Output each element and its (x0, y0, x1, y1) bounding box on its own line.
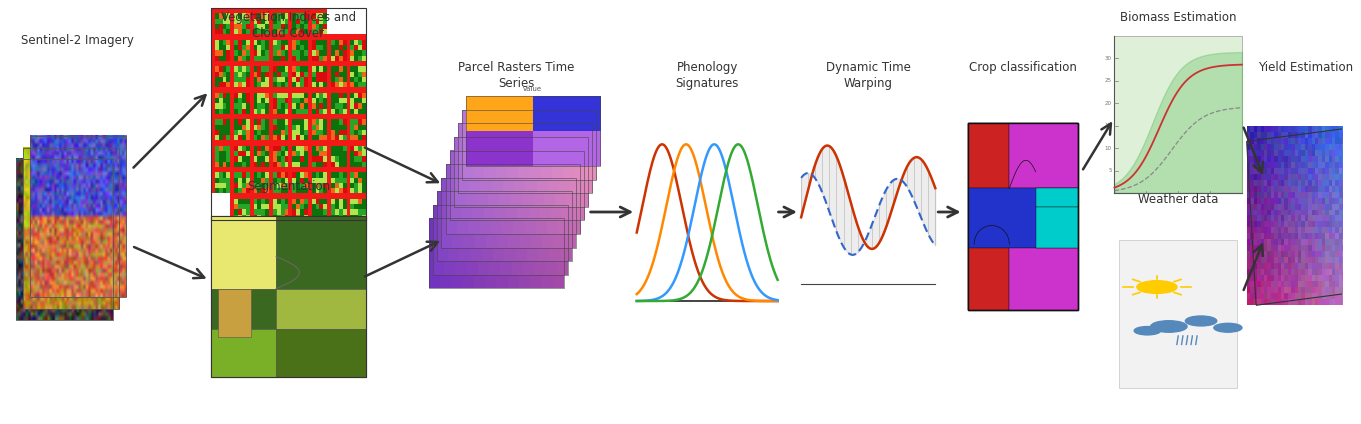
Text: 10: 10 (1105, 145, 1112, 151)
Circle shape (1134, 326, 1161, 335)
Bar (453, 137, 588, 207)
Bar (211, 216, 366, 377)
Bar (30, 136, 127, 297)
Bar (968, 188, 1078, 248)
Text: Segmentation: Segmentation (246, 180, 331, 193)
Text: Crop classification: Crop classification (969, 61, 1077, 75)
Bar (433, 205, 568, 275)
Bar (276, 216, 366, 289)
Bar (16, 159, 113, 320)
Bar (430, 218, 563, 288)
Bar (457, 123, 592, 193)
Bar (441, 178, 576, 248)
Bar (1036, 188, 1078, 207)
Bar (968, 123, 1010, 188)
Bar (968, 248, 1010, 310)
Circle shape (1136, 281, 1177, 293)
Bar (1119, 240, 1237, 388)
Bar (445, 164, 580, 234)
Text: Sentinel-2 Imagery: Sentinel-2 Imagery (22, 33, 135, 47)
Text: Dynamic Time
Warping: Dynamic Time Warping (826, 61, 911, 90)
Bar (211, 8, 366, 220)
Text: Vegetation Indices and
Cloud Cover: Vegetation Indices and Cloud Cover (220, 11, 357, 39)
Bar (968, 123, 1078, 310)
Text: value: value (523, 86, 542, 92)
Text: Weather data: Weather data (1138, 193, 1218, 206)
Text: 5: 5 (1108, 168, 1112, 173)
Bar (211, 329, 276, 377)
Bar (1010, 248, 1078, 310)
Bar (1010, 123, 1078, 188)
Bar (465, 96, 600, 166)
Circle shape (1185, 316, 1217, 326)
Bar (276, 329, 366, 377)
Bar (968, 123, 1078, 310)
Text: 30: 30 (1105, 56, 1112, 61)
Bar (211, 216, 276, 289)
Circle shape (1150, 321, 1187, 332)
Text: Phenology
Signatures: Phenology Signatures (675, 61, 739, 90)
Bar (461, 110, 596, 180)
Circle shape (1214, 324, 1243, 332)
Text: Parcel Rasters Time
Series: Parcel Rasters Time Series (459, 61, 574, 90)
Text: 20: 20 (1105, 101, 1112, 106)
Text: Yield Estimation: Yield Estimation (1258, 61, 1353, 75)
Bar (449, 151, 584, 220)
Bar (1115, 36, 1243, 193)
Bar (211, 289, 276, 329)
Bar (23, 148, 120, 309)
Bar (276, 289, 366, 329)
Bar (218, 289, 252, 337)
Text: Biomass Estimation: Biomass Estimation (1120, 11, 1236, 24)
Bar (1036, 207, 1078, 248)
Text: 15: 15 (1105, 123, 1112, 128)
Bar (211, 216, 366, 377)
Text: 25: 25 (1105, 78, 1112, 84)
Bar (437, 191, 572, 261)
